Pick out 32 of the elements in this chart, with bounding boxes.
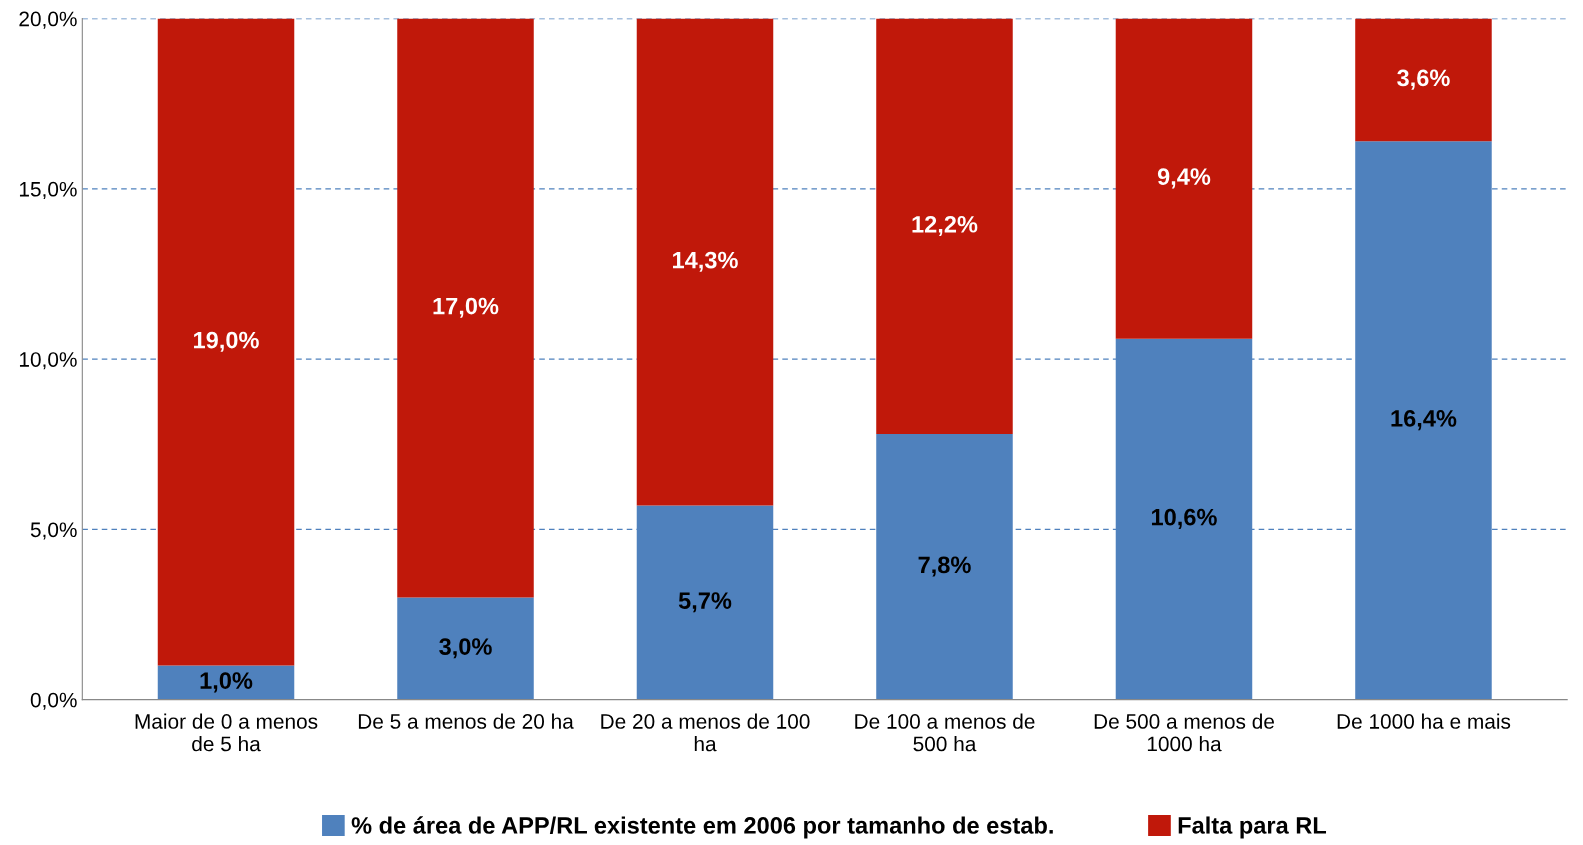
- bar: [1355, 18, 1492, 142]
- data-label: 12,2%: [912, 215, 978, 237]
- data-label: 10,6%: [1152, 508, 1217, 529]
- x-tick-label: De 5 a menos de 20 ha: [358, 713, 574, 729]
- y-tick-label: 15,0%: [19, 181, 77, 200]
- y-tick-label: 5,0%: [30, 522, 77, 540]
- bar: [876, 18, 1013, 435]
- x-tick-label: De 100 a menos de 500 ha: [855, 713, 1035, 752]
- data-label: 17,0%: [433, 297, 499, 318]
- legend-label: % de área de APP/RL existente em 2006 por tamanho de estab.: [351, 816, 1053, 839]
- legend-label: Falta para RL: [1178, 816, 1327, 839]
- bar: [397, 18, 534, 598]
- y-tick-label: 0,0%: [30, 692, 77, 710]
- x-tick-label: De 20 a menos de 100 ha: [601, 713, 810, 752]
- bar: [636, 18, 774, 506]
- data-label: 5,7%: [678, 592, 732, 613]
- data-label: 14,3%: [673, 251, 738, 272]
- x-tick-label: De 500 a menos de 1000 ha: [1094, 713, 1274, 752]
- data-label: 9,4%: [1157, 168, 1211, 189]
- data-label: 19,0%: [194, 331, 259, 352]
- y-tick-label: 10,0%: [19, 352, 77, 370]
- data-label: 3,6%: [1397, 69, 1450, 90]
- bar: [397, 597, 534, 700]
- data-label: 16,4%: [1391, 410, 1457, 431]
- data-label: 3,0%: [439, 638, 492, 659]
- x-tick-label: Maior de 0 a menos de 5 ha: [135, 713, 318, 752]
- data-label: 7,8%: [918, 556, 971, 577]
- data-label: 1,0%: [200, 672, 253, 693]
- bar: [1115, 18, 1253, 339]
- x-tick-label: De 1000 ha e mais: [1337, 713, 1511, 729]
- bar: [157, 18, 295, 666]
- y-tick-label: 20,0%: [19, 11, 77, 29]
